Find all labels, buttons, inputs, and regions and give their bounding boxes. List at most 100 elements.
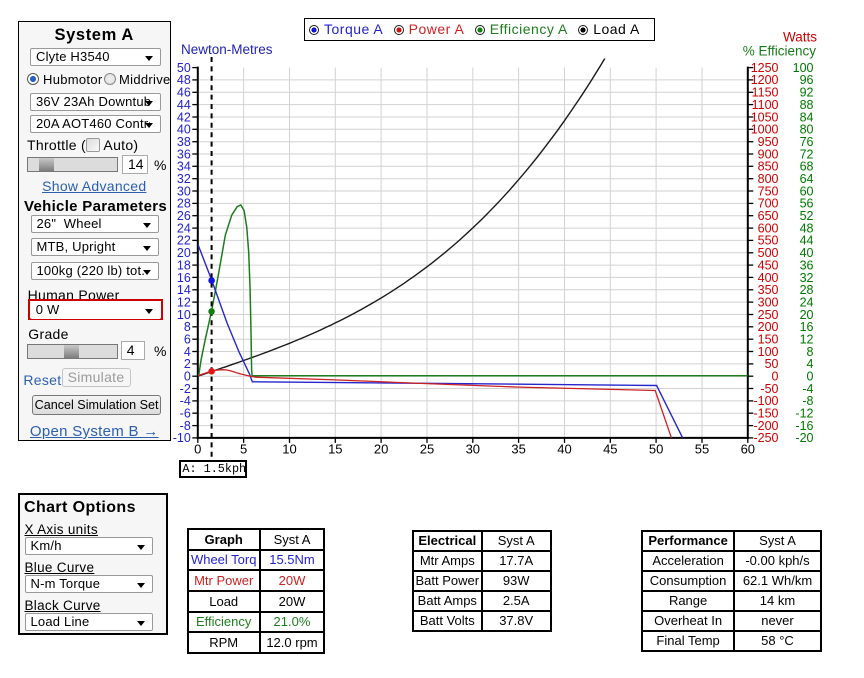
svg-text:32: 32	[177, 172, 191, 186]
svg-text:650: 650	[758, 209, 779, 223]
svg-text:300: 300	[758, 295, 779, 309]
svg-text:950: 950	[758, 135, 779, 149]
svg-text:35: 35	[511, 442, 525, 457]
svg-text:1000: 1000	[751, 123, 779, 137]
svg-text:550: 550	[758, 234, 779, 248]
svg-text:30: 30	[466, 442, 480, 457]
svg-text:25: 25	[420, 442, 434, 457]
svg-text:24: 24	[800, 295, 814, 309]
svg-text:6: 6	[184, 333, 191, 347]
svg-text:44: 44	[800, 234, 814, 248]
svg-text:60: 60	[741, 442, 755, 457]
svg-text:72: 72	[800, 147, 814, 161]
svg-text:92: 92	[800, 86, 814, 100]
svg-text:2: 2	[184, 357, 191, 371]
svg-text:-16: -16	[795, 419, 813, 433]
svg-text:-200: -200	[753, 419, 778, 433]
svg-text:1150: 1150	[752, 86, 779, 100]
svg-text:45: 45	[603, 442, 617, 457]
svg-text:850: 850	[758, 160, 779, 174]
svg-text:24: 24	[177, 221, 191, 235]
svg-text:12: 12	[800, 333, 814, 347]
svg-text:1050: 1050	[751, 110, 779, 124]
svg-text:40: 40	[177, 123, 191, 137]
svg-text:50: 50	[649, 442, 663, 457]
svg-text:48: 48	[800, 221, 814, 235]
svg-text:18: 18	[177, 258, 191, 272]
svg-text:52: 52	[800, 209, 814, 223]
svg-text:600: 600	[758, 221, 779, 235]
svg-text:56: 56	[800, 197, 814, 211]
svg-text:34: 34	[177, 160, 191, 174]
svg-text:700: 700	[758, 197, 779, 211]
svg-text:20: 20	[177, 246, 191, 260]
svg-text:350: 350	[758, 283, 779, 297]
svg-text:88: 88	[800, 98, 814, 112]
svg-text:-50: -50	[760, 382, 778, 396]
svg-text:1250: 1250	[751, 61, 779, 75]
svg-text:150: 150	[758, 333, 779, 347]
svg-text:76: 76	[800, 135, 814, 149]
svg-text:-250: -250	[753, 431, 778, 445]
svg-text:0: 0	[194, 442, 201, 457]
svg-text:1100: 1100	[752, 98, 779, 112]
svg-text:32: 32	[800, 271, 814, 285]
svg-text:4: 4	[184, 345, 191, 359]
svg-text:8: 8	[184, 320, 191, 334]
svg-text:-10: -10	[173, 431, 191, 445]
svg-text:250: 250	[758, 308, 779, 322]
svg-text:42: 42	[177, 110, 191, 124]
svg-text:% Efficiency: % Efficiency	[743, 44, 817, 59]
svg-text:22: 22	[177, 234, 191, 248]
svg-text:0: 0	[772, 370, 779, 384]
svg-text:-4: -4	[180, 394, 191, 408]
svg-text:30: 30	[177, 184, 191, 198]
svg-text:800: 800	[758, 172, 779, 186]
svg-text:14: 14	[177, 283, 191, 297]
svg-text:12: 12	[177, 295, 191, 309]
svg-text:64: 64	[800, 172, 814, 186]
svg-text:38: 38	[177, 135, 191, 149]
svg-text:200: 200	[758, 320, 779, 334]
svg-text:84: 84	[800, 110, 814, 124]
svg-text:100: 100	[793, 61, 814, 75]
svg-text:26: 26	[177, 209, 191, 223]
svg-text:15: 15	[328, 442, 342, 457]
svg-text:44: 44	[177, 98, 191, 112]
svg-text:36: 36	[177, 147, 191, 161]
svg-text:-8: -8	[802, 394, 813, 408]
svg-text:-100: -100	[753, 394, 778, 408]
svg-text:1200: 1200	[751, 73, 779, 87]
svg-text:450: 450	[758, 258, 779, 272]
svg-text:8: 8	[807, 345, 814, 359]
svg-text:Watts: Watts	[783, 30, 817, 45]
svg-text:0: 0	[184, 370, 191, 384]
svg-text:-150: -150	[753, 407, 778, 421]
svg-text:16: 16	[177, 271, 191, 285]
svg-text:5: 5	[240, 442, 247, 457]
svg-text:16: 16	[800, 320, 814, 334]
svg-text:900: 900	[758, 147, 779, 161]
svg-text:20: 20	[374, 442, 388, 457]
svg-text:40: 40	[800, 246, 814, 260]
svg-text:-2: -2	[180, 382, 191, 396]
svg-text:500: 500	[758, 246, 779, 260]
svg-text:-12: -12	[795, 407, 813, 421]
svg-text:-4: -4	[802, 382, 813, 396]
svg-text:48: 48	[177, 73, 191, 87]
svg-text:-6: -6	[180, 407, 191, 421]
svg-text:50: 50	[177, 61, 191, 75]
svg-text:10: 10	[177, 308, 191, 322]
svg-text:-8: -8	[180, 419, 191, 433]
svg-text:4: 4	[807, 357, 814, 371]
svg-text:28: 28	[177, 197, 191, 211]
svg-text:20: 20	[800, 308, 814, 322]
svg-text:10: 10	[282, 442, 296, 457]
svg-text:100: 100	[758, 345, 779, 359]
svg-text:50: 50	[765, 357, 779, 371]
svg-text:Newton-Metres: Newton-Metres	[181, 42, 273, 57]
svg-text:-20: -20	[795, 431, 813, 445]
svg-text:40: 40	[557, 442, 571, 457]
svg-text:750: 750	[758, 184, 779, 198]
svg-text:0: 0	[807, 370, 814, 384]
